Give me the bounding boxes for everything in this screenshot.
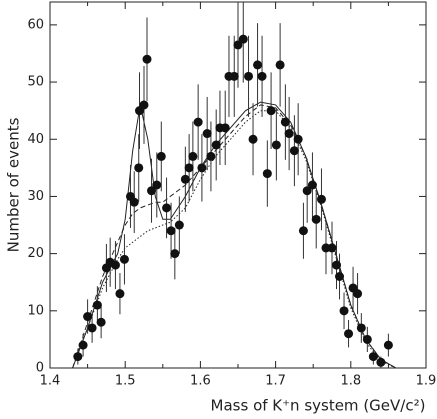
y-axis-label: Number of events: [5, 117, 23, 252]
data-point: [332, 260, 342, 270]
data-point: [188, 151, 198, 161]
data-point: [220, 123, 230, 133]
data-point: [180, 174, 190, 184]
data-point: [244, 71, 254, 81]
data-point: [129, 197, 139, 207]
y-tick-label: 50: [27, 75, 44, 90]
data-point: [211, 140, 221, 150]
data-point: [197, 163, 207, 173]
data-point: [368, 352, 378, 362]
data-point: [298, 226, 308, 236]
data-point: [96, 317, 106, 327]
data-point: [262, 169, 272, 179]
data-point: [307, 180, 317, 190]
data-point: [271, 140, 281, 150]
data-point: [289, 146, 299, 156]
data-point: [248, 134, 258, 144]
data-point: [78, 340, 88, 350]
data-point: [344, 329, 354, 339]
data-point: [302, 186, 312, 196]
data-point: [166, 226, 176, 236]
data-point: [170, 249, 180, 259]
data-point: [119, 254, 129, 264]
data-point: [73, 352, 83, 362]
data-point: [87, 323, 97, 333]
data-point: [193, 117, 203, 127]
fit-curve: [72, 104, 397, 369]
data-point: [335, 272, 345, 281]
x-tick-label: 1.9: [416, 374, 437, 389]
x-tick-label: 1.4: [40, 374, 61, 389]
data-point: [147, 186, 157, 196]
y-tick-label: 40: [27, 132, 44, 147]
data-point: [110, 260, 120, 270]
data-point: [83, 312, 93, 322]
data-point: [134, 163, 144, 173]
y-tick-label: 20: [27, 246, 44, 261]
y-tick-label: 30: [27, 189, 44, 204]
data-point: [280, 117, 290, 127]
data-point: [353, 289, 363, 299]
x-axis-label: Mass of K⁺n system (GeV/c²): [211, 397, 426, 415]
data-point: [275, 60, 285, 70]
data-point: [316, 194, 326, 204]
x-tick-label: 1.8: [340, 374, 361, 389]
data-point: [233, 40, 243, 50]
x-tick-label: 1.7: [265, 374, 286, 389]
y-tick-label: 0: [36, 361, 44, 376]
data-point: [293, 134, 303, 144]
data-point: [356, 323, 366, 333]
data-point: [206, 151, 216, 161]
data-point: [376, 357, 386, 367]
data-point: [142, 54, 152, 64]
y-tick-label: 60: [27, 17, 44, 32]
data-point: [152, 180, 162, 190]
data-point: [257, 71, 267, 81]
data-point: [229, 71, 239, 81]
x-tick-label: 1.6: [190, 374, 211, 389]
fit-curve: [72, 101, 397, 369]
data-point: [266, 106, 276, 116]
data-point: [92, 300, 102, 310]
data-point: [156, 151, 166, 161]
data-point: [162, 203, 172, 213]
data-point: [238, 34, 248, 44]
data-point: [284, 129, 294, 139]
data-point: [311, 214, 321, 224]
data-point: [383, 340, 393, 350]
x-tick-label: 1.5: [115, 374, 136, 389]
data-point: [339, 306, 349, 316]
y-tick-label: 10: [27, 303, 44, 318]
data-point: [115, 289, 125, 299]
data-point: [139, 100, 149, 110]
data-point: [253, 60, 263, 70]
data-point: [174, 220, 184, 230]
data-point: [362, 334, 372, 344]
data-point: [202, 129, 212, 139]
data-point: [327, 243, 337, 253]
data-point: [184, 163, 194, 173]
